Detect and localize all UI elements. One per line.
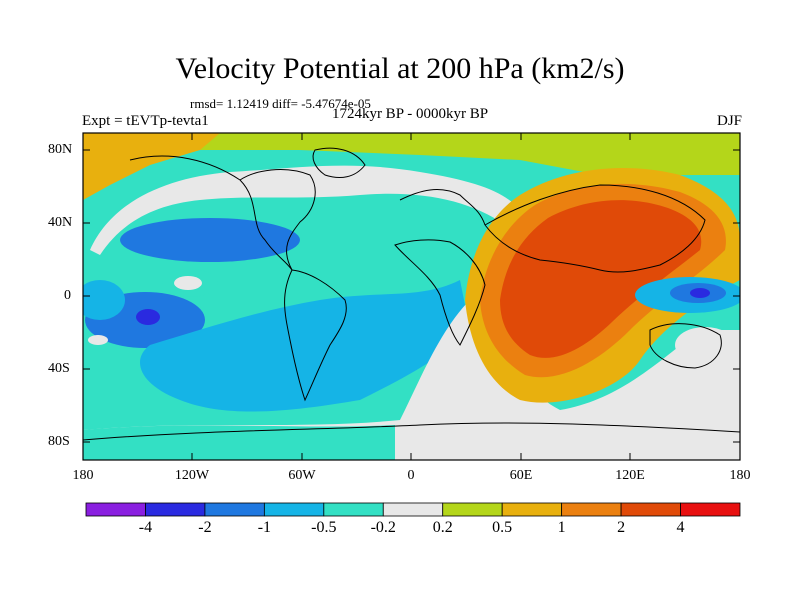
colorbar-label-6: 0.5: [492, 519, 513, 536]
colorbar-swatch-3: [263, 502, 325, 517]
colorbar-swatch-0: [85, 502, 146, 517]
colorbar-label-5: 0.2: [432, 519, 453, 536]
colorbar-swatch-10: [680, 502, 741, 517]
experiment-label: Expt = tEVTp-tevta1: [82, 113, 209, 129]
colorbar-label-8: 2: [617, 519, 626, 536]
lon-label-60w: 60W: [288, 468, 316, 483]
north-america-east-coast: [239, 169, 316, 271]
lon-label-180w: 180: [72, 468, 94, 483]
colorbar-swatch-5: [382, 502, 444, 517]
season-label: DJF: [716, 113, 742, 129]
greenland-coast: [312, 147, 366, 178]
colorbar-swatch-1: [145, 502, 206, 517]
pacific-neutral-spot: [88, 335, 108, 345]
period-text: 1724kyr BP - 0000kyr BP: [331, 106, 489, 122]
west-pacific-min: [690, 288, 710, 298]
north-neutral-band: [90, 165, 515, 255]
west-pacific-weak: [83, 280, 125, 320]
australia-neutral: [675, 327, 735, 363]
central-america-negative: [120, 218, 300, 262]
pacific-island-core: [174, 276, 202, 290]
lon-label-60e: 60E: [509, 468, 533, 483]
plot-title: Velocity Potential at 200 hPa (km2/s): [175, 52, 625, 85]
lat-label-80n: 80N: [48, 142, 73, 157]
south-pacific-min: [136, 309, 160, 325]
stats-text: rmsd= 1.12419 diff= -5.47674e-05: [190, 96, 371, 111]
colorbar-swatch-9: [620, 502, 681, 517]
colorbar-swatch-8: [561, 502, 622, 517]
colorbar-swatch-7: [501, 502, 563, 517]
colorbar-label-4: -0.2: [370, 519, 396, 536]
colorbar-label-7: 1: [557, 519, 566, 536]
colorbar-label-2: -1: [257, 519, 272, 536]
asia-positive-2: [500, 200, 702, 358]
lon-label-180e: 180: [729, 468, 751, 483]
australia-coast: [649, 323, 722, 369]
lat-label-40s: 40S: [48, 361, 70, 376]
colorbar-label-9: 4: [676, 519, 685, 536]
lat-label-40n: 40N: [48, 215, 73, 230]
colorbar-label-1: -2: [198, 519, 212, 536]
antarctica-coast: [83, 422, 740, 441]
colorbar-label-3: -0.5: [311, 519, 337, 536]
colorbar-swatch-4: [323, 502, 384, 517]
coastlines: [83, 147, 740, 441]
colorbar-swatch-2: [204, 502, 265, 517]
lat-label-80s: 80S: [48, 434, 70, 449]
africa-coast: [394, 239, 486, 346]
lon-label-120e: 120E: [615, 468, 645, 483]
colorbar: [85, 502, 741, 517]
north-america-coast: [129, 155, 293, 271]
north-positive-band: [83, 133, 740, 175]
contour-field: [83, 133, 740, 460]
lat-label-0: 0: [64, 288, 71, 303]
colorbar-label-0: -4: [138, 519, 153, 536]
south-america-negative: [140, 280, 470, 412]
northwest-positive: [83, 133, 220, 200]
asia-coast: [484, 184, 706, 273]
colorbar-swatch-6: [442, 502, 503, 517]
europe-coast: [399, 189, 486, 226]
axis-ticks: [83, 133, 740, 460]
south-america-coast: [284, 269, 347, 402]
south-polar-band: [83, 425, 395, 460]
south-neutral: [83, 300, 740, 460]
lon-label-0: 0: [407, 468, 415, 483]
lon-label-120w: 120W: [174, 468, 210, 483]
